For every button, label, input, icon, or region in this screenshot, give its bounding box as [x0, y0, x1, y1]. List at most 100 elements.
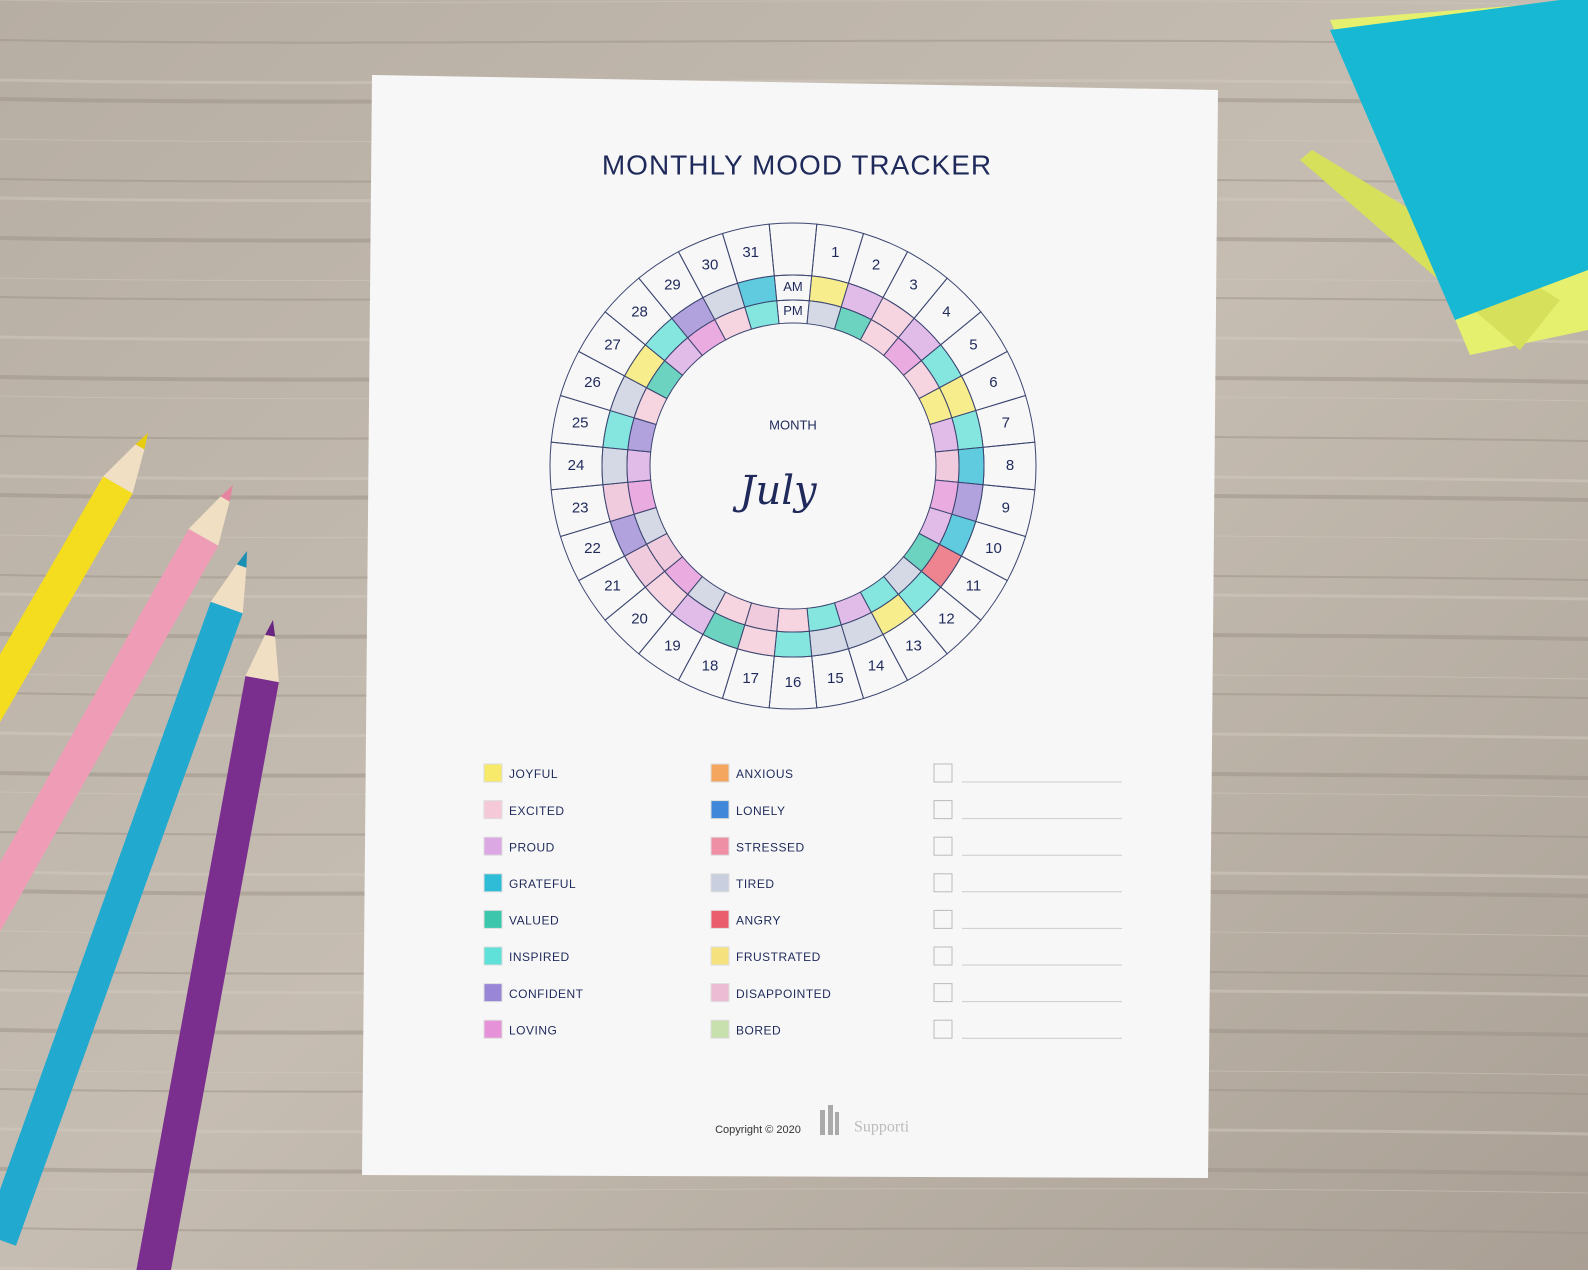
day-label: 2	[872, 256, 880, 273]
legend-label: PROUD	[509, 840, 555, 854]
pencils	[0, 433, 279, 1275]
pencil-lead	[236, 551, 247, 568]
legend-swatch	[710, 983, 730, 1003]
legend-swatch	[483, 946, 503, 966]
legend-label: ANGRY	[736, 914, 781, 928]
day-label: 22	[584, 540, 601, 557]
grain-line	[0, 0, 1588, 6]
tracker: 1234567891011121314151617181920212223242…	[549, 222, 1037, 710]
legend-label: CONFIDENT	[509, 987, 584, 1001]
blank-box	[933, 873, 953, 893]
day-label: 21	[604, 578, 621, 595]
day-label: 29	[664, 277, 681, 294]
legend-swatch	[483, 836, 503, 856]
month: July	[732, 468, 818, 514]
title: MONTHLY MOOD TRACKER	[602, 149, 992, 180]
logo	[820, 1105, 839, 1135]
day-label: 9	[1002, 499, 1010, 516]
sticky-note	[1330, 0, 1588, 320]
blank-box	[933, 946, 953, 966]
legend-swatch	[483, 1019, 503, 1039]
legend-label: TIRED	[736, 877, 775, 891]
legend-swatch	[710, 800, 730, 820]
day-label: 19	[664, 637, 681, 654]
day-label: 30	[702, 256, 719, 273]
legend-label: EXCITED	[509, 804, 565, 818]
day-label: 3	[909, 277, 917, 294]
brand: Supporti	[854, 1119, 910, 1136]
legend-swatch	[710, 1019, 730, 1039]
day-label: 28	[631, 304, 648, 321]
pencil-wood	[188, 496, 230, 546]
am-cell	[773, 630, 813, 658]
legend-swatch	[710, 836, 730, 856]
pencil-wood	[210, 564, 247, 614]
day-label: 20	[631, 610, 648, 627]
legend-label: STRESSED	[736, 840, 805, 854]
legend-label: ANXIOUS	[736, 767, 794, 781]
pm-cell	[776, 607, 810, 633]
legend-swatch	[710, 763, 730, 783]
blank-box	[933, 983, 953, 1003]
day-label: 5	[969, 336, 977, 353]
day-label: 10	[985, 540, 1002, 557]
am-label: AM	[783, 279, 803, 294]
legend-swatch	[710, 873, 730, 893]
legend-swatch	[710, 909, 730, 929]
day-label: 31	[742, 244, 759, 261]
legend-swatch	[483, 800, 503, 820]
grain-line	[0, 1187, 1588, 1194]
blank-box	[933, 800, 953, 820]
pencil-wood	[245, 634, 279, 683]
grain-line	[0, 39, 1588, 46]
pencil-body	[0, 528, 219, 932]
blank-box	[933, 836, 953, 856]
legend-swatch	[710, 946, 730, 966]
pencil-lead	[220, 485, 233, 502]
day-label: 7	[1002, 415, 1010, 432]
legend-label: FRUSTRATED	[736, 950, 821, 964]
pm-cell	[934, 449, 960, 483]
pm-cell	[744, 300, 780, 330]
pencil-body	[0, 601, 243, 1246]
pencil-wood	[103, 444, 145, 494]
pm-label: PM	[783, 303, 803, 318]
pencil-body	[135, 675, 279, 1275]
day-label: 12	[938, 610, 955, 627]
day-label: 23	[572, 499, 589, 516]
legend-swatch	[483, 909, 503, 929]
day-label: 17	[742, 670, 759, 687]
center-label: MONTH	[769, 417, 817, 432]
day-label: 4	[942, 304, 950, 321]
blank-box	[933, 909, 953, 929]
grain-line	[0, 1227, 1588, 1234]
legend-label: INSPIRED	[509, 950, 570, 964]
day-label: 6	[989, 374, 997, 391]
day-label: 27	[604, 336, 621, 353]
am-cell	[957, 446, 985, 486]
day-label: 8	[1006, 457, 1014, 474]
day-label: 24	[568, 457, 585, 474]
legend-swatch	[483, 873, 503, 893]
day-label: 11	[966, 578, 982, 595]
legend-label: LONELY	[736, 804, 785, 818]
day-label: 18	[702, 657, 719, 674]
day-label: 15	[827, 670, 844, 687]
day-label: 16	[785, 674, 802, 691]
legend-label: LOVING	[509, 1023, 557, 1037]
pencil-body	[0, 476, 133, 723]
legend-label: VALUED	[509, 914, 559, 928]
legend-label: DISAPPOINTED	[736, 987, 831, 1001]
legend-swatch	[483, 763, 503, 783]
blank-box	[933, 1019, 953, 1039]
day-label: 14	[868, 657, 885, 674]
pencil-lead	[265, 620, 276, 637]
pencil-lead	[135, 433, 148, 450]
day-label: 26	[584, 374, 601, 391]
day-label: 1	[831, 244, 839, 261]
day-label: 13	[905, 637, 922, 654]
pm-cell	[626, 449, 652, 483]
legend-label: JOYFUL	[509, 767, 558, 781]
copyright: Copyright © 2020	[715, 1124, 801, 1136]
